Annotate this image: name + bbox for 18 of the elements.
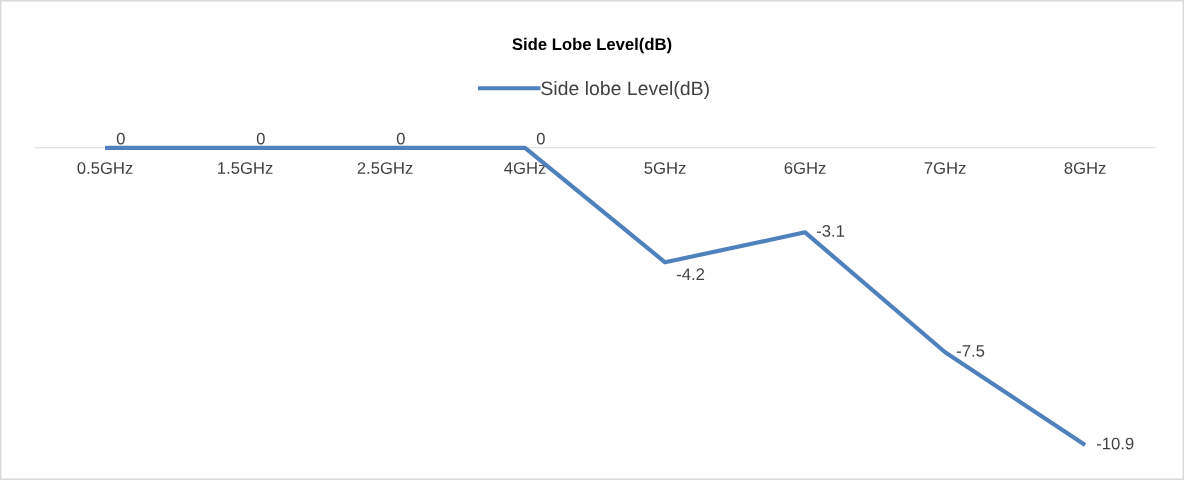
x-tick-label: 5GHz [644, 162, 686, 174]
data-label: -10.9 [1096, 437, 1134, 450]
x-tick-label: 4GHz [504, 162, 546, 174]
x-tick-label: 0.5GHz [77, 162, 133, 174]
data-label: -4.2 [676, 268, 705, 280]
data-label: -3.1 [816, 225, 845, 237]
data-label: 0 [256, 132, 265, 145]
x-tick-label: 2.5GHz [357, 162, 413, 174]
legend-label: Side lobe Level(dB) [541, 80, 709, 100]
x-tick-label: 6GHz [784, 162, 826, 174]
chart-title: Side Lobe Level(dB) [512, 37, 672, 54]
x-tick-label: 1.5GHz [218, 162, 273, 174]
x-tick-label: 7GHz [924, 162, 966, 174]
x-tick-label: 8GHz [1064, 162, 1106, 174]
data-label: 0 [536, 132, 545, 145]
data-label: -7.5 [956, 345, 985, 357]
data-label: 0 [396, 132, 405, 145]
data-label: 0 [116, 132, 125, 145]
